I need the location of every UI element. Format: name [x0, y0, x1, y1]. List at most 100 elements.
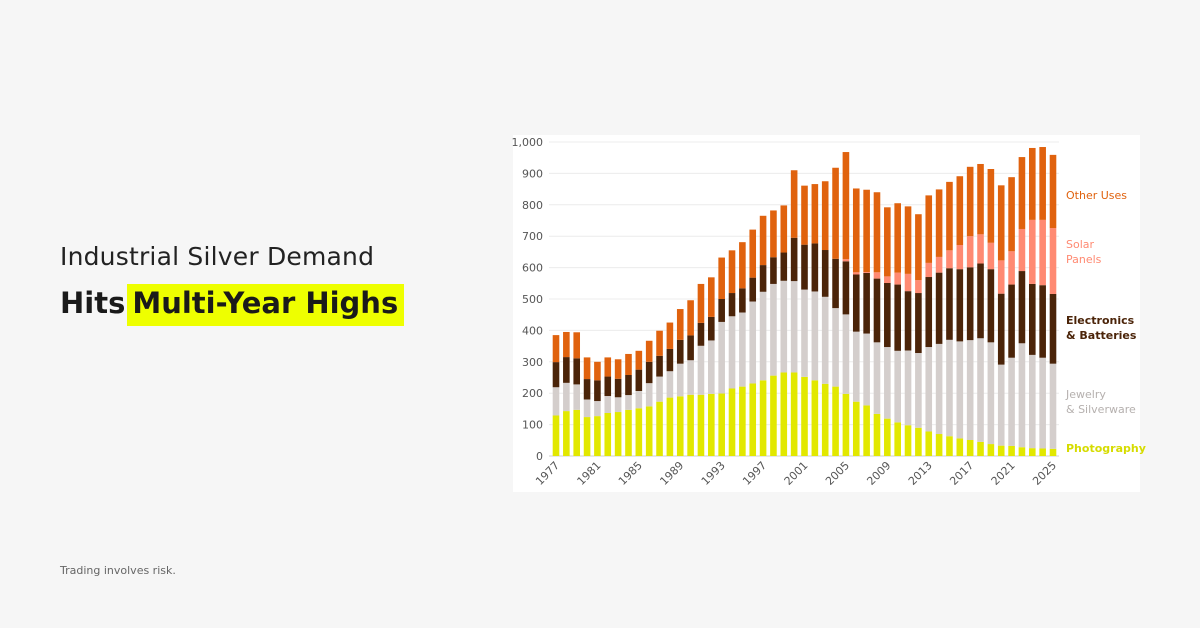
bar-segment-photography: [884, 418, 891, 456]
bar-segment-other-uses: [759, 215, 767, 266]
bar-segment-electronics-batteries: [676, 339, 684, 364]
bar-segment-other-uses: [728, 250, 736, 294]
bar-segment-electronics-batteries: [987, 269, 995, 343]
bar-segment-photography: [1028, 448, 1036, 456]
bar-segment-jewelry-silverware: [780, 280, 788, 373]
bar-segment-electronics-batteries: [935, 272, 943, 344]
bar-segment-photography: [966, 439, 974, 456]
y-tick-label: 400: [522, 324, 543, 337]
bar-segment-photography: [573, 409, 581, 456]
bar-segment-electronics-batteries: [997, 293, 1005, 365]
bar-segment-electronics-batteries: [894, 284, 901, 351]
y-tick-label: 1,000: [512, 136, 544, 149]
bar-segment-other-uses: [625, 353, 632, 375]
x-tick-label: 2013: [906, 459, 935, 488]
bar-segment-other-uses: [946, 181, 953, 251]
bar-segment-jewelry-silverware: [1028, 354, 1036, 449]
bar-segment-other-uses: [770, 210, 777, 258]
bar-segment-jewelry-silverware: [708, 340, 715, 394]
bar-segment-electronics-batteries: [625, 374, 632, 396]
bar-segment-solar-panels: [925, 262, 933, 278]
legend-item: Other Uses: [1066, 189, 1128, 202]
bar-segment-electronics-batteries: [697, 322, 705, 346]
bar-segment-other-uses: [904, 206, 912, 274]
bar-segment-photography: [1049, 448, 1057, 456]
bar-segment-jewelry-silverware: [821, 296, 829, 384]
bar-segment-other-uses: [552, 335, 560, 363]
bar-segment-other-uses: [873, 192, 881, 273]
bar-segment-photography: [863, 405, 870, 456]
bar-segment-photography: [635, 408, 643, 456]
bar-segment-other-uses: [563, 331, 570, 358]
bar-segment-electronics-batteries: [811, 243, 819, 292]
bar-segment-solar-panels: [904, 273, 912, 292]
bar-segment-other-uses: [842, 152, 850, 260]
x-tick-label: 1977: [533, 459, 562, 488]
bar-segment-photography: [904, 425, 912, 456]
bar-segment-jewelry-silverware: [801, 289, 808, 377]
bar-segment-photography: [563, 411, 570, 456]
y-tick-label: 800: [522, 199, 543, 212]
bar-segment-photography: [625, 409, 632, 456]
bar-segment-electronics-batteries: [873, 278, 881, 343]
bar-segment-jewelry-silverware: [1008, 357, 1015, 446]
bar-segment-electronics-batteries: [563, 357, 570, 383]
risk-disclaimer: Trading involves risk.: [60, 564, 176, 577]
bar-segment-jewelry-silverware: [625, 395, 632, 410]
y-tick-label: 900: [522, 167, 543, 180]
bar-segment-photography: [656, 401, 663, 456]
bar-segment-electronics-batteries: [956, 269, 964, 342]
bar-segment-jewelry-silverware: [915, 353, 922, 428]
y-tick-label: 500: [522, 293, 543, 306]
bar-segment-electronics-batteries: [583, 379, 591, 400]
bar-segment-other-uses: [666, 322, 674, 349]
bar-segment-photography: [739, 386, 746, 456]
bar-segment-jewelry-silverware: [739, 312, 746, 387]
bar-segment-solar-panels: [946, 250, 953, 269]
bar-segment-electronics-batteries: [645, 361, 653, 384]
bar-segment-other-uses: [687, 300, 694, 336]
bar-segment-photography: [915, 427, 922, 456]
bar-segment-other-uses: [594, 361, 601, 381]
bar-segment-electronics-batteries: [1018, 271, 1026, 344]
bar-segment-solar-panels: [884, 276, 891, 283]
bar-segment-jewelry-silverware: [842, 314, 850, 394]
bar-segment-photography: [1018, 447, 1026, 456]
bar-segment-jewelry-silverware: [852, 331, 860, 402]
bar-segment-other-uses: [573, 332, 581, 359]
x-tick-label: 1985: [616, 459, 645, 488]
bar-segment-photography: [821, 383, 829, 456]
bar-segment-electronics-batteries: [852, 274, 860, 332]
bar-segment-other-uses: [614, 359, 622, 379]
bar-segment-jewelry-silverware: [832, 308, 839, 387]
x-tick-label: 1997: [740, 459, 769, 488]
bar-segment-solar-panels: [977, 234, 984, 264]
bar-segment-photography: [770, 375, 777, 456]
bar-segment-electronics-batteries: [749, 277, 757, 302]
bar-segment-electronics-batteries: [739, 288, 746, 313]
bar-segment-photography: [925, 431, 933, 456]
bar-segment-other-uses: [852, 188, 860, 273]
bar-segment-photography: [894, 422, 901, 456]
bar-segment-electronics-batteries: [1039, 285, 1046, 358]
bar-segment-photography: [759, 380, 767, 456]
bar-segment-electronics-batteries: [614, 378, 622, 398]
bar-segment-photography: [811, 380, 819, 456]
bar-segment-jewelry-silverware: [1039, 357, 1046, 449]
headline-line-2: Hits Multi-Year Highs: [60, 284, 405, 326]
bar-segment-other-uses: [915, 214, 922, 281]
bar-segment-jewelry-silverware: [770, 283, 777, 376]
x-tick-label: 2009: [864, 459, 893, 488]
bar-segment-other-uses: [801, 185, 808, 245]
bar-segment-other-uses: [697, 283, 705, 323]
bar-segment-photography: [687, 394, 694, 456]
bar-segment-electronics-batteries: [1008, 284, 1015, 358]
bar-segment-electronics-batteries: [863, 272, 870, 334]
bar-segment-electronics-batteries: [770, 257, 777, 284]
bar-segment-jewelry-silverware: [873, 342, 881, 414]
bar-segment-jewelry-silverware: [956, 341, 964, 439]
bar-segment-other-uses: [708, 277, 715, 317]
bar-segment-photography: [780, 372, 788, 456]
bar-segment-jewelry-silverware: [863, 333, 870, 406]
